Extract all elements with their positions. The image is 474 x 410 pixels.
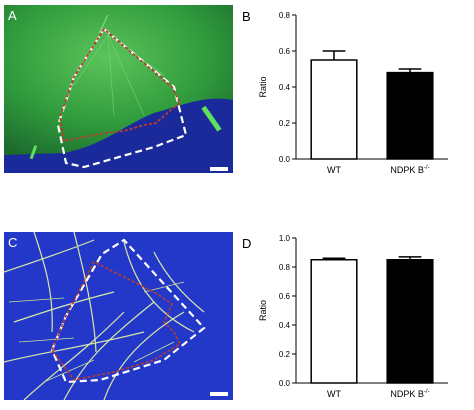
bar-wt [310, 259, 358, 384]
y-tick-label: 0.4 [279, 321, 291, 330]
bar-wt [310, 59, 358, 160]
micrograph-c: C [4, 232, 233, 400]
panel-letter-d: D [242, 236, 251, 251]
bar-ndpk-b [386, 259, 434, 384]
chart-d: D 0.0 0.2 0.4 0.6 0.8 1.0 Ratio WT NDPK B-/- [238, 228, 470, 405]
y-tick-label: 0.0 [279, 379, 291, 388]
x-tick-label: WT [327, 165, 341, 175]
y-tick-label: 0.0 [279, 155, 291, 164]
chart-b: B 0.0 0.2 0.4 0.6 0.8 Ratio WT NDPK B-/- [238, 5, 470, 195]
panel-letter-c: C [8, 235, 18, 250]
y-tick-label: 0.2 [279, 350, 291, 359]
x-tick-superscript: -/- [424, 165, 430, 171]
y-tick-label: 0.2 [279, 119, 291, 128]
x-tick-label: WT [327, 389, 341, 399]
micrograph-a-image [4, 5, 233, 173]
chart-d-svg: D 0.0 0.2 0.4 0.6 0.8 1.0 Ratio WT NDPK B-/- [242, 234, 448, 399]
micrograph-a: A [4, 5, 233, 173]
panel-letter-a: A [8, 8, 17, 23]
y-axis-label: Ratio [258, 300, 268, 321]
y-tick-label: 0.4 [279, 83, 291, 92]
bar-ndpk-b [386, 71, 434, 160]
y-tick-label: 0.6 [279, 47, 291, 56]
y-tick-label: 0.6 [279, 292, 291, 301]
x-tick-label: NDPK B-/- [390, 165, 429, 175]
chart-b-svg: B 0.0 0.2 0.4 0.6 0.8 Ratio WT NDPK B-/- [242, 9, 448, 175]
x-tick-superscript: -/- [424, 389, 430, 395]
y-axis-label: Ratio [258, 76, 268, 97]
x-tick-label: NDPK B-/- [390, 389, 429, 399]
micrograph-c-image [4, 232, 233, 400]
y-tick-label: 0.8 [279, 11, 291, 20]
y-tick-label: 1.0 [279, 234, 291, 243]
panel-letter-b: B [242, 9, 251, 24]
y-tick-label: 0.8 [279, 263, 291, 272]
